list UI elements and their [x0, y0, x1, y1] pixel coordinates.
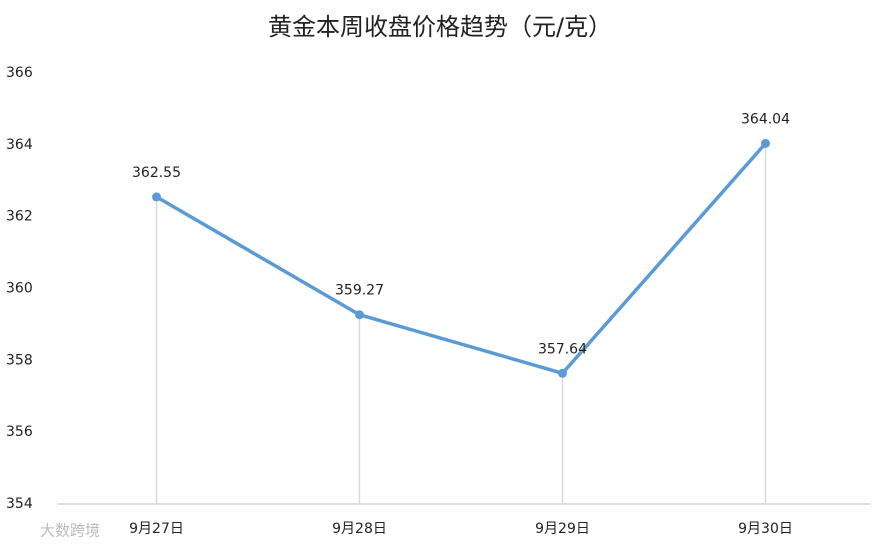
y-tick-label: 356 [6, 424, 33, 440]
y-tick-label: 358 [6, 352, 33, 368]
chart-title: 黄金本周收盘价格趋势（元/克） [268, 13, 612, 41]
series-line [155, 142, 767, 376]
x-tick-label: 9月27日 [129, 521, 184, 537]
x-tick-label: 9月30日 [738, 521, 793, 537]
x-tick-label: 9月28日 [332, 521, 387, 537]
data-point [355, 310, 364, 320]
data-label: 362.55 [132, 165, 181, 181]
y-tick-label: 366 [6, 65, 33, 81]
data-label: 357.64 [538, 341, 587, 357]
x-tick-label: 9月29日 [535, 521, 590, 537]
y-tick-label: 354 [6, 496, 33, 512]
watermark: 大数跨境 [40, 522, 100, 540]
data-label: 359.27 [335, 283, 384, 299]
data-label: 364.04 [741, 111, 790, 127]
y-tick-label: 362 [6, 209, 33, 225]
data-point [558, 368, 567, 378]
y-tick-label: 360 [6, 281, 33, 297]
data-point [152, 192, 161, 202]
data-point [761, 138, 770, 148]
y-tick-label: 364 [6, 137, 33, 153]
